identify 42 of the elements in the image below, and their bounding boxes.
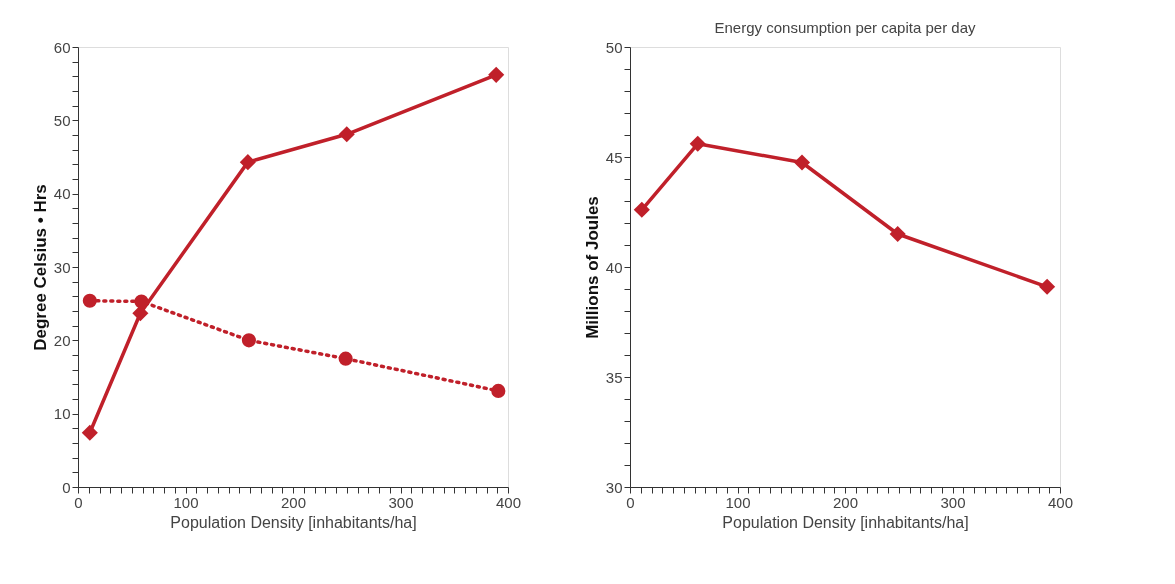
y-tick-label: 60	[53, 38, 71, 56]
y-tick-label: 35	[605, 368, 623, 386]
y-tick-label: 40	[53, 185, 71, 203]
point	[239, 154, 256, 171]
y-tick-label: 10	[53, 405, 71, 423]
x-tick-label: 300	[388, 493, 414, 511]
point	[889, 225, 906, 243]
x-axis-title: Population Density [inhabitants/ha]	[722, 513, 969, 531]
point	[81, 424, 98, 441]
y-axis-title: Millions of Joules	[582, 196, 602, 339]
x-tick-label: 400	[495, 493, 522, 511]
x-axis-title: Population Density [inhabitants/ha]	[170, 513, 417, 531]
point	[793, 154, 811, 171]
y-tick-label: 50	[53, 111, 71, 129]
y-axis-title: Degree Celsius • Hrs	[30, 184, 50, 351]
point	[491, 383, 506, 398]
point	[488, 66, 505, 83]
x-tick-label: 100	[173, 493, 199, 511]
point	[633, 201, 650, 218]
x-tick-label: 0	[74, 493, 83, 511]
x-tick-label: 0	[626, 493, 635, 511]
point	[338, 126, 355, 143]
x-tick-label: 300	[940, 493, 966, 511]
point	[1039, 278, 1056, 295]
y-tick-label: 45	[605, 148, 623, 166]
chart-title: Energy consumption per capita per day	[714, 19, 976, 36]
y-tick-label: 40	[605, 258, 623, 276]
y-tick-label: 50	[605, 38, 623, 56]
y-tick-label: 20	[53, 331, 71, 349]
point	[689, 135, 706, 152]
point	[82, 293, 97, 308]
x-tick-label: 200	[832, 493, 859, 511]
point	[338, 351, 353, 366]
point	[241, 333, 256, 348]
x-tick-label: 400	[1047, 493, 1074, 511]
y-tick-label: 30	[605, 478, 623, 496]
x-tick-label: 200	[280, 493, 307, 511]
point	[132, 305, 149, 322]
y-tick-label: 0	[62, 478, 71, 496]
y-tick-label: 30	[53, 258, 71, 276]
x-tick-label: 100	[725, 493, 751, 511]
point	[134, 294, 149, 309]
